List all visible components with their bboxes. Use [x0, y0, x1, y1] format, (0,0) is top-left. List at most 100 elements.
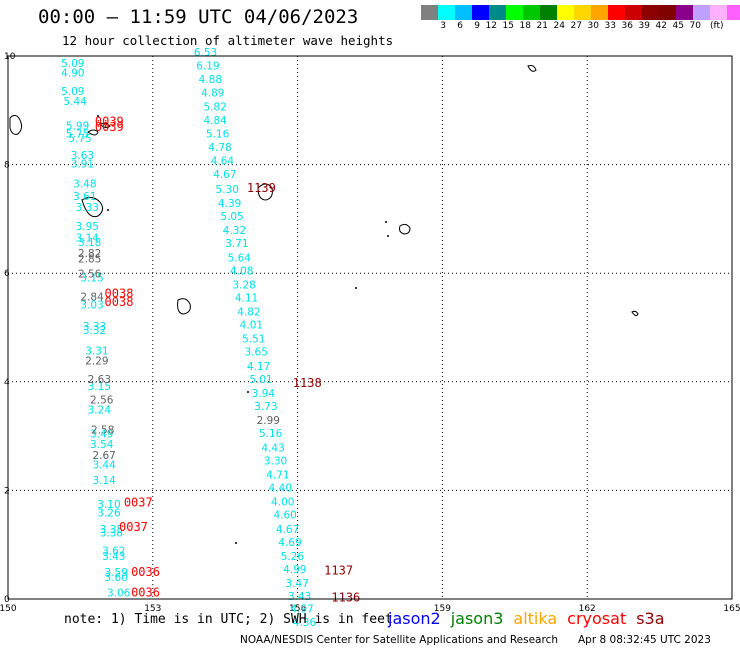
swh-reading: 5.09 — [61, 58, 84, 70]
swh-reading: 3.73 — [254, 401, 277, 413]
color-scale-label: 30 — [587, 21, 599, 31]
island-coastline — [99, 122, 111, 129]
swh-reading: 5.16 — [259, 428, 283, 440]
swh-reading: 3.59 — [105, 567, 128, 579]
swh-reading: 3.95 — [76, 221, 99, 233]
swh-reading: 3.62 — [102, 545, 125, 557]
color-swatch — [676, 5, 693, 20]
swh-reading: 4.82 — [237, 307, 260, 319]
generated-time: Apr 8 08:32:45 UTC 2023 — [578, 634, 711, 646]
y-tick-label: 10 — [4, 52, 16, 62]
island-coastline — [81, 196, 104, 218]
color-swatch — [489, 5, 506, 20]
y-tick-label: 0 — [4, 595, 10, 605]
swh-reading: 3.54 — [90, 439, 114, 451]
pass-time-label: 0039 — [95, 115, 124, 129]
swh-reading: 4.97 — [290, 604, 313, 616]
color-swatch — [693, 5, 710, 20]
page-subtitle: 12 hour collection of altimeter wave hei… — [62, 33, 394, 48]
color-swatch — [608, 5, 625, 20]
swh-reading: 5.82 — [203, 101, 226, 113]
color-scale-label: 42 — [655, 21, 667, 31]
swh-reading: 4.60 — [273, 510, 296, 522]
color-swatch — [574, 5, 591, 20]
swh-reading: 5.30 — [216, 184, 239, 196]
swh-reading: 3.15 — [80, 272, 103, 284]
swh-reading: 5.64 — [228, 252, 252, 264]
swh-reading: 3.18 — [78, 237, 101, 249]
color-swatch — [421, 5, 438, 20]
island-dot — [107, 209, 109, 211]
color-scale-label: 39 — [638, 21, 650, 31]
swh-reading: 3.30 — [264, 455, 287, 467]
swh-reading: 4.64 — [211, 156, 235, 168]
swh-reading: 2.85 — [78, 253, 101, 265]
color-swatch — [438, 5, 455, 20]
color-swatch — [557, 5, 574, 20]
x-tick-label: 159 — [434, 604, 451, 614]
swh-reading: 4.01 — [240, 320, 263, 332]
swh-reading: 3.06 — [107, 587, 131, 599]
color-scale-label: 21 — [536, 21, 548, 31]
pass-time-label: 1136 — [331, 591, 360, 605]
credit-line: NOAA/NESDIS Center for Satellite Applica… — [240, 634, 558, 646]
color-swatch — [625, 5, 642, 20]
color-scale-label: 45 — [672, 21, 684, 31]
swh-reading: 5.99 — [66, 120, 89, 132]
swh-reading: 4.90 — [61, 68, 84, 80]
color-scale-unit: (ft) — [710, 21, 724, 31]
swh-reading: 2.84 — [80, 291, 104, 303]
island-coastline — [257, 183, 273, 201]
swh-reading: 3.33 — [83, 321, 106, 333]
swh-reading: 3.14 — [92, 475, 116, 487]
satellite-legend-item: s3a — [636, 609, 665, 628]
swh-reading: 5.51 — [242, 334, 265, 346]
swh-reading: 5.16 — [206, 128, 230, 140]
swh-reading: 4.32 — [223, 225, 246, 237]
swh-reading: 2.56 — [90, 395, 114, 407]
island-coastline — [399, 223, 411, 235]
pass-time-label: 0038 — [105, 295, 134, 309]
swh-reading: 4.43 — [261, 442, 284, 454]
swh-reading: 5.01 — [249, 374, 272, 386]
color-swatch — [727, 5, 740, 20]
pass-time-label: 0036 — [131, 585, 160, 599]
x-tick-label: 165 — [723, 604, 740, 614]
swh-reading: 3.26 — [97, 507, 121, 519]
color-scale-label: 18 — [519, 21, 531, 31]
swh-reading: 4.40 — [269, 482, 292, 494]
swh-reading: 6.53 — [194, 47, 217, 59]
color-scale-label: 24 — [553, 21, 565, 31]
swh-reading: 2.63 — [88, 374, 111, 386]
swh-reading: 5.75 — [66, 128, 89, 140]
color-scale-label: 15 — [502, 21, 514, 31]
swh-reading: 3.31 — [85, 346, 108, 358]
swh-reading: 3.61 — [73, 191, 96, 203]
pass-time-label: 1139 — [247, 181, 276, 195]
swh-reading: 3.48 — [73, 178, 96, 190]
footer-note: note: 1) Time is in UTC; 2) SWH is in fe… — [64, 612, 393, 627]
color-swatch — [659, 5, 676, 20]
swh-reading: 3.44 — [92, 460, 116, 472]
swh-reading: 4.39 — [218, 198, 241, 210]
color-scale-label: 27 — [570, 21, 582, 31]
color-swatch — [642, 5, 659, 20]
swh-reading: 3.33 — [76, 202, 99, 214]
color-swatch — [540, 5, 557, 20]
color-scale-label: 3 — [440, 21, 446, 31]
satellite-legend-item: altika — [513, 609, 558, 628]
map-frame — [7, 55, 733, 600]
color-scale-label: 33 — [604, 21, 616, 31]
swh-reading: 2.56 — [78, 269, 102, 281]
color-scale-label: 70 — [689, 21, 701, 31]
color-swatch — [523, 5, 540, 20]
swh-reading: 3.91 — [71, 158, 94, 170]
swh-reading: 2.58 — [91, 424, 114, 436]
color-swatch — [472, 5, 489, 20]
color-swatch — [591, 5, 608, 20]
swh-reading: 3.38 — [100, 528, 123, 540]
swh-reading: 3.47 — [286, 578, 309, 590]
x-tick-label: 162 — [579, 604, 596, 614]
satellite-legend-item: jason2 — [388, 609, 441, 628]
